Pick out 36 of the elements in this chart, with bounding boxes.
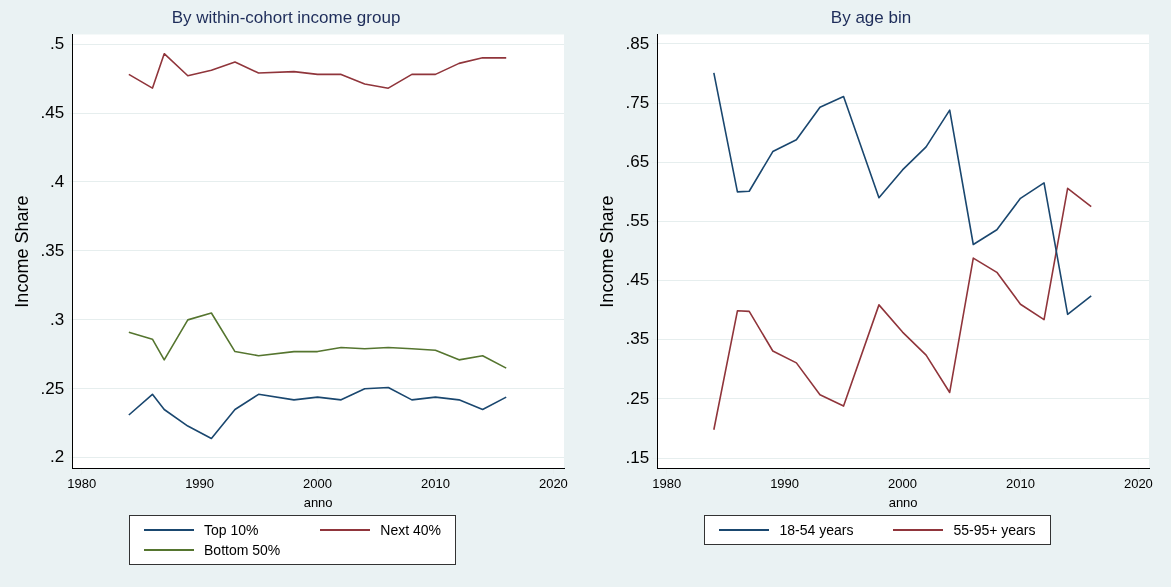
y-tick-label: .25 [625,388,649,408]
y-tick-label: .85 [625,33,649,53]
y-tick-label: .25 [40,378,64,398]
y-tick-label: .45 [40,102,64,122]
x-tick-label: 2020 [538,476,568,492]
x-tick-label: 1990 [769,476,799,492]
x-tick-label: 2010 [420,476,450,492]
y-tick-label: .65 [625,151,649,171]
y-axis-title: Income Share [596,195,617,308]
legend-label: 18-54 years [779,522,854,538]
x-tick-label: 2000 [302,476,332,492]
x-tick-label: 2010 [1005,476,1035,492]
x-tick-label: 2000 [887,476,917,492]
y-tick-label: .55 [625,211,649,231]
y-tick-label: .5 [49,33,64,53]
x-tick-label: 1990 [184,476,214,492]
x-tick-label: 2020 [1123,476,1153,492]
x-axis-title: anno [303,494,333,510]
y-tick-label: .35 [625,329,649,349]
y-axis-title: Income Share [11,195,32,308]
legend-label: 55-95+ years [953,522,1036,538]
x-tick-label: 1980 [651,476,681,492]
legend-label: Top 10% [204,522,259,538]
y-tick-label: .15 [625,447,649,467]
chart-title: By within-cohort income group [171,7,400,27]
y-tick-label: .35 [40,240,64,260]
y-tick-label: .75 [625,92,649,112]
legend-label: Next 40% [380,522,441,538]
y-tick-label: .4 [49,171,64,191]
legend-label: Bottom 50% [204,542,281,558]
y-tick-label: .2 [49,447,64,467]
y-tick-label: .45 [625,270,649,290]
x-axis-title: anno [888,494,918,510]
chart-title: By age bin [830,7,911,27]
y-tick-label: .3 [49,309,64,329]
x-tick-label: 1980 [66,476,96,492]
